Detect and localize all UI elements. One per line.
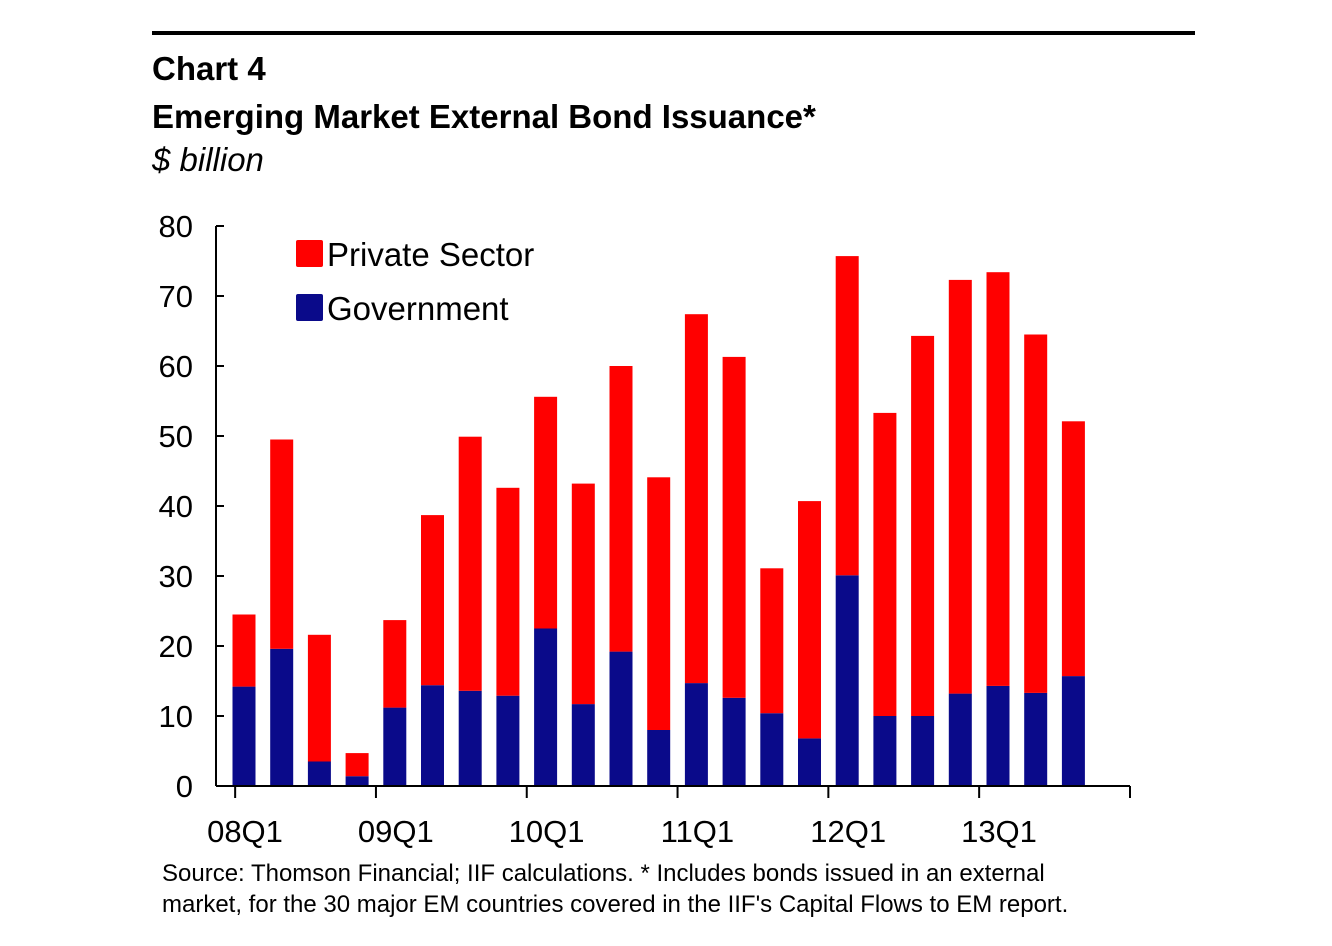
bar-private-sector-13Q1: [986, 272, 1010, 686]
bar-government-11Q2: [722, 697, 746, 786]
bar-private-sector-11Q3: [760, 568, 784, 714]
bar-private-sector-11Q4: [798, 501, 821, 739]
bar-government-11Q4: [798, 738, 821, 786]
source-note-line-2: market, for the 30 major EM countries co…: [162, 891, 1069, 918]
bar-government-12Q1: [835, 575, 859, 786]
y-tick-label-0: 0: [176, 769, 193, 804]
bar-private-sector-12Q2: [873, 412, 897, 716]
bar-private-sector-13Q3: [1061, 421, 1085, 677]
bar-government-10Q4: [647, 730, 671, 786]
x-tick-label-12Q1: 12Q1: [810, 814, 886, 849]
bar-government-12Q2: [873, 716, 897, 786]
chart-unit: $ billion: [152, 141, 264, 178]
chart-title: Emerging Market External Bond Issuance*: [152, 98, 816, 135]
bar-private-sector-08Q4: [345, 753, 369, 777]
bar-private-sector-10Q1: [534, 396, 558, 629]
bar-government-08Q3: [307, 761, 331, 786]
x-tick-label-11Q1: 11Q1: [661, 814, 735, 849]
bar-government-13Q2: [1024, 692, 1048, 786]
x-tick-label-08Q1: 08Q1: [207, 814, 283, 849]
y-tick-label-50: 50: [159, 419, 193, 454]
bar-government-12Q4: [948, 693, 972, 786]
bar-private-sector-11Q1: [684, 314, 708, 684]
axes-layer: 0 10 20 30 40 50 60 70 80 08Q1 09Q1 10Q1 11Q1 12Q1 13Q…: [159, 209, 1131, 849]
source-note-line-1: Source: Thomson Financial; IIF calculati…: [162, 860, 1045, 887]
bar-government-13Q3: [1061, 676, 1085, 786]
bar-government-11Q1: [684, 683, 708, 786]
y-tick-label-30: 30: [159, 559, 193, 594]
bar-private-sector-09Q1: [383, 620, 407, 708]
bar-government-09Q1: [383, 707, 407, 786]
y-tick-label-60: 60: [159, 349, 193, 384]
bar-private-sector-08Q2: [270, 439, 294, 649]
bar-private-sector-08Q3: [307, 634, 331, 762]
bar-government-10Q1: [534, 628, 558, 786]
bar-private-sector-10Q4: [647, 477, 671, 730]
bar-private-sector-11Q2: [722, 356, 746, 698]
chart-number: Chart 4: [152, 50, 266, 87]
bar-government-12Q3: [911, 716, 935, 786]
x-tick-label-10Q1: 10Q1: [509, 814, 585, 849]
bar-private-sector-10Q2: [571, 483, 595, 705]
bar-government-08Q2: [270, 648, 294, 786]
legend-label-private-sector: Private Sector: [327, 236, 534, 273]
bar-private-sector-12Q4: [948, 279, 972, 694]
bar-government-13Q1: [986, 685, 1010, 786]
bar-government-10Q2: [571, 704, 595, 786]
bar-government-08Q1: [232, 686, 256, 786]
top-rule: [152, 31, 1195, 35]
bar-government-09Q2: [421, 685, 444, 786]
legend-label-government: Government: [327, 290, 509, 327]
legend-swatch-private-sector: [296, 240, 323, 267]
bar-private-sector-09Q3: [458, 436, 482, 691]
bar-government-11Q3: [760, 713, 784, 786]
bar-private-sector-10Q3: [609, 366, 633, 652]
bar-government-10Q3: [609, 651, 633, 786]
y-tick-label-10: 10: [159, 699, 193, 734]
bar-private-sector-08Q1: [232, 614, 256, 687]
source-note: Source: Thomson Financial; IIF calculati…: [162, 858, 1262, 920]
bar-government-09Q4: [496, 695, 520, 786]
y-tick-label-70: 70: [159, 279, 193, 314]
x-tick-label-09Q1: 09Q1: [358, 814, 434, 849]
x-tick-label-13Q1: 13Q1: [961, 814, 1037, 849]
y-tick-label-20: 20: [159, 629, 193, 664]
bar-private-sector-12Q3: [911, 335, 935, 716]
bar-private-sector-13Q2: [1024, 334, 1048, 693]
legend-swatch-government: [296, 294, 323, 321]
legend: Private Sector Government: [296, 236, 534, 327]
y-tick-label-40: 40: [159, 489, 193, 524]
bar-private-sector-09Q4: [496, 487, 520, 696]
bar-private-sector-09Q2: [421, 515, 444, 686]
y-tick-label-80: 80: [159, 209, 193, 244]
bar-private-sector-12Q1: [835, 256, 859, 576]
bar-government-09Q3: [458, 690, 482, 786]
bar-government-08Q4: [345, 776, 369, 786]
bars-layer: [232, 256, 1085, 786]
